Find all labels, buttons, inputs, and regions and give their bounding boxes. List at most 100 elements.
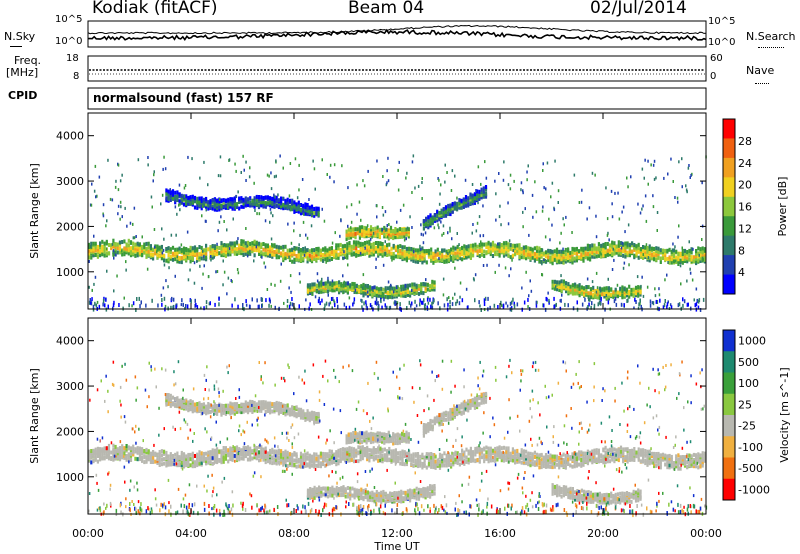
echo-cell bbox=[489, 249, 492, 254]
echo-cell bbox=[525, 449, 528, 454]
echo-cell bbox=[637, 255, 640, 260]
echo-cell bbox=[377, 251, 380, 256]
echo-cell bbox=[432, 461, 435, 465]
echo-cell bbox=[374, 448, 378, 452]
echo-cell bbox=[213, 252, 216, 257]
echo-cell bbox=[388, 446, 391, 451]
echo-cell bbox=[650, 256, 653, 261]
echo-cell bbox=[434, 459, 437, 464]
speckle-cell bbox=[287, 222, 289, 226]
echo-cell bbox=[440, 208, 443, 213]
speckle-cell bbox=[464, 178, 467, 182]
echo-cell bbox=[587, 291, 590, 296]
echo-cell bbox=[182, 461, 186, 466]
echo-cell bbox=[575, 251, 578, 256]
echo-cell bbox=[542, 251, 545, 256]
echo-cell bbox=[463, 244, 466, 249]
echo-cell bbox=[200, 256, 203, 261]
echo-cell bbox=[401, 234, 404, 239]
speckle-cell bbox=[681, 157, 683, 161]
echo-cell bbox=[681, 252, 684, 257]
echo-cell bbox=[242, 239, 245, 244]
echo-cell bbox=[258, 246, 261, 251]
echo-cell bbox=[405, 246, 408, 251]
echo-cell bbox=[529, 256, 532, 261]
echo-cell bbox=[533, 450, 536, 455]
clutter-cell bbox=[604, 307, 606, 312]
speckle-cell bbox=[202, 272, 204, 276]
echo-cell bbox=[363, 229, 366, 234]
echo-cell bbox=[322, 255, 325, 260]
echo-cell bbox=[564, 255, 567, 260]
echo-cell bbox=[193, 245, 197, 250]
speckle-cell bbox=[459, 281, 462, 285]
speckle-cell bbox=[210, 255, 212, 258]
speckle-cell bbox=[121, 173, 123, 177]
echo-cell bbox=[147, 241, 150, 246]
echo-cell bbox=[92, 458, 95, 463]
echo-cell bbox=[655, 246, 658, 251]
echo-cell bbox=[575, 258, 578, 263]
speckle-cell bbox=[270, 237, 273, 241]
echo-cell bbox=[520, 451, 523, 455]
echo-cell bbox=[533, 251, 536, 256]
echo-cell bbox=[231, 452, 234, 457]
speckle-cell bbox=[621, 210, 623, 214]
echo-cell bbox=[249, 202, 252, 207]
speckle-cell bbox=[298, 188, 300, 192]
echo-cell bbox=[295, 464, 298, 469]
speckle-cell bbox=[147, 163, 149, 167]
speckle-cell bbox=[294, 248, 296, 252]
echo-cell bbox=[409, 293, 412, 298]
echo-cell bbox=[165, 188, 168, 193]
echo-cell bbox=[433, 282, 436, 287]
echo-cell bbox=[476, 458, 479, 462]
echo-cell bbox=[430, 257, 433, 262]
clutter-cell bbox=[649, 303, 652, 308]
echo-cell bbox=[202, 197, 205, 202]
echo-cell bbox=[423, 461, 426, 465]
speckle-cell bbox=[163, 263, 166, 267]
echo-cell bbox=[410, 462, 413, 467]
echo-cell bbox=[372, 249, 375, 254]
speckle-cell bbox=[650, 163, 652, 167]
echo-cell bbox=[603, 292, 606, 296]
echo-cell bbox=[165, 258, 168, 263]
echo-cell bbox=[114, 456, 117, 461]
echo-cell bbox=[397, 248, 400, 253]
speckle-cell bbox=[228, 247, 231, 251]
speckle-cell bbox=[692, 247, 694, 251]
echo-cell bbox=[472, 243, 475, 248]
speckle-cell bbox=[420, 223, 422, 227]
speckle-cell bbox=[288, 286, 290, 290]
echo-cell bbox=[348, 446, 351, 451]
clutter-cell bbox=[102, 302, 104, 307]
echo-cell bbox=[672, 259, 676, 264]
echo-cell bbox=[244, 451, 247, 456]
echo-cell bbox=[288, 251, 292, 255]
speckle-cell bbox=[658, 287, 660, 291]
clutter-cell bbox=[395, 301, 397, 306]
echo-cell bbox=[313, 211, 316, 215]
echo-cell bbox=[642, 255, 645, 260]
speckle-cell bbox=[289, 162, 292, 165]
clutter-cell bbox=[614, 296, 617, 301]
echo-cell bbox=[424, 282, 427, 287]
echo-cell bbox=[639, 288, 642, 293]
echo-cell bbox=[277, 203, 280, 208]
speckle-cell bbox=[361, 286, 364, 290]
echo-cell bbox=[558, 258, 561, 263]
echo-cell bbox=[260, 195, 263, 200]
echo-cell bbox=[282, 256, 285, 261]
echo-cell bbox=[105, 454, 108, 458]
speckle-cell bbox=[270, 282, 272, 286]
clutter-cell bbox=[209, 301, 211, 306]
speckle-cell bbox=[510, 267, 512, 271]
echo-cell bbox=[436, 209, 439, 214]
speckle-cell bbox=[432, 219, 434, 223]
echo-cell bbox=[326, 458, 329, 463]
echo-cell bbox=[405, 451, 408, 456]
speckle-cell bbox=[163, 155, 165, 159]
echo-cell bbox=[699, 253, 702, 258]
echo-cell bbox=[240, 199, 243, 204]
